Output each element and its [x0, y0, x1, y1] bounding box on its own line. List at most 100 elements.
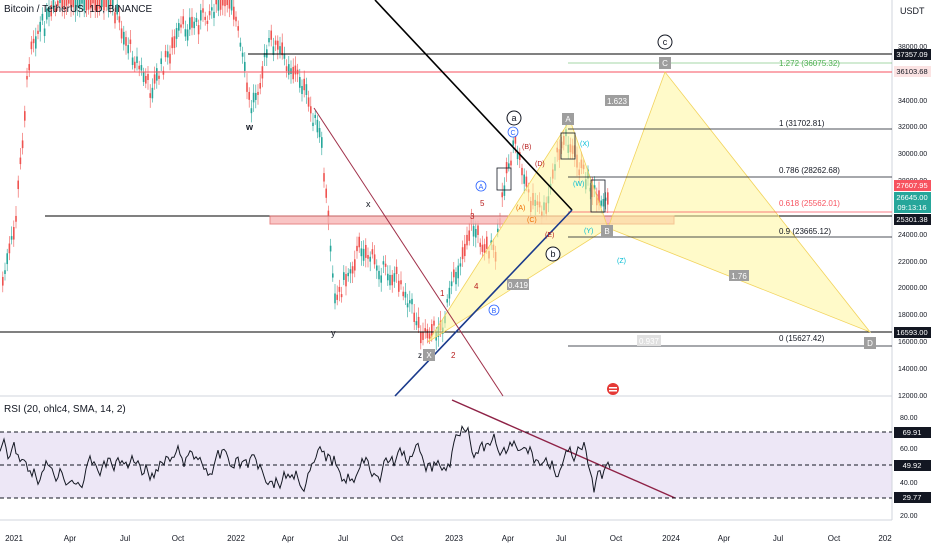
wave-letter: (D): [535, 161, 545, 168]
candle: [420, 332, 422, 344]
currency-label[interactable]: USDT: [900, 6, 925, 16]
candle: [292, 66, 294, 80]
price-badge-label: 37357.09: [896, 50, 927, 59]
candle: [600, 200, 602, 206]
candle: [173, 36, 176, 48]
point-label: X: [426, 351, 432, 360]
candle: [248, 91, 250, 100]
candle: [340, 294, 343, 298]
candle: [147, 73, 149, 81]
price-badge: [894, 327, 931, 338]
wave-label: b: [550, 249, 555, 259]
candle: [98, 0, 101, 9]
candle: [380, 275, 382, 283]
candle: [65, 0, 68, 6]
candle: [178, 23, 180, 31]
wave-label-1: 1: [440, 289, 445, 298]
point-label: A: [565, 115, 571, 124]
candle: [354, 259, 356, 271]
candle: [516, 151, 519, 160]
ratio-box: [729, 270, 749, 281]
candle: [72, 0, 74, 8]
candle: [303, 78, 305, 91]
candle: [158, 75, 160, 79]
candle: [200, 10, 202, 21]
us-flag-event-icon[interactable]: [607, 383, 619, 395]
candle: [195, 18, 198, 22]
candle: [21, 140, 24, 149]
candle: [384, 263, 387, 267]
wave-letter: (W): [573, 181, 584, 188]
candle: [602, 198, 605, 207]
rsi-line: [0, 425, 611, 493]
candle: [305, 84, 308, 95]
candle: [598, 190, 600, 204]
candle: [10, 236, 13, 240]
candle: [211, 7, 213, 11]
candle: [409, 300, 411, 304]
trendline-blue: [394, 209, 573, 397]
price-tick: 30000.00: [898, 151, 927, 158]
candle: [270, 30, 272, 40]
candle: [301, 85, 303, 95]
candle: [17, 180, 19, 190]
candle: [228, 0, 231, 9]
trendline-red: [313, 107, 504, 397]
rsi-axis[interactable]: 80.00 60.00 40.00 20.00: [900, 415, 918, 520]
candle: [83, 0, 85, 11]
time-tick: Apr: [502, 534, 515, 543]
time-tick: Oct: [172, 534, 185, 543]
price-badge: [894, 427, 931, 438]
candle: [461, 247, 464, 260]
candle: [402, 291, 404, 297]
price-badges: 37357.09 36103.68 27607.95 26645.0009:13:16…: [894, 49, 931, 338]
candle: [382, 261, 385, 265]
candle: [387, 273, 389, 281]
price-tick: 32000.00: [898, 124, 927, 131]
time-tick: Jul: [556, 534, 566, 543]
candle: [283, 54, 286, 59]
candle: [475, 229, 477, 238]
price-badge: [894, 492, 931, 503]
candle: [127, 45, 129, 54]
candle: [453, 269, 455, 278]
candle: [156, 68, 158, 81]
candle: [351, 266, 354, 274]
time-tick: 2022: [227, 534, 245, 543]
candle: [325, 188, 327, 198]
time-axis[interactable]: 2021 Apr Jul Oct 2022 Apr Jul Oct 2023 Apr Jul Oct 2…: [5, 534, 892, 543]
wave-box: [496, 167, 512, 191]
candle: [486, 236, 488, 249]
candle: [52, 0, 55, 9]
candle: [257, 91, 259, 95]
candle: [334, 293, 336, 304]
candle: [112, 0, 114, 10]
wave-circle-small-b: [488, 304, 500, 316]
candle: [391, 274, 393, 286]
time-tick: Oct: [610, 534, 623, 543]
price-tick: 24000.00: [898, 232, 927, 239]
wave-circle-small-c: [507, 126, 519, 138]
point-marker-b: [601, 225, 613, 237]
candle: [468, 230, 470, 241]
candle: [285, 66, 288, 71]
candle: [57, 0, 59, 7]
candle: [433, 320, 435, 326]
candle: [4, 270, 6, 275]
candle: [81, 0, 83, 4]
candle: [131, 57, 134, 65]
wave-letter: (C): [527, 217, 537, 224]
candle: [332, 273, 334, 278]
time-tick: 202: [878, 534, 892, 543]
price-badge: [894, 214, 931, 225]
candle: [175, 28, 178, 39]
candle: [24, 111, 26, 121]
candle: [464, 243, 466, 257]
candle: [455, 271, 457, 285]
wave-label-3: 3: [470, 212, 475, 221]
wave-letter: A: [479, 184, 484, 191]
candle: [46, 8, 48, 20]
candle: [116, 4, 118, 15]
candle: [140, 65, 143, 71]
